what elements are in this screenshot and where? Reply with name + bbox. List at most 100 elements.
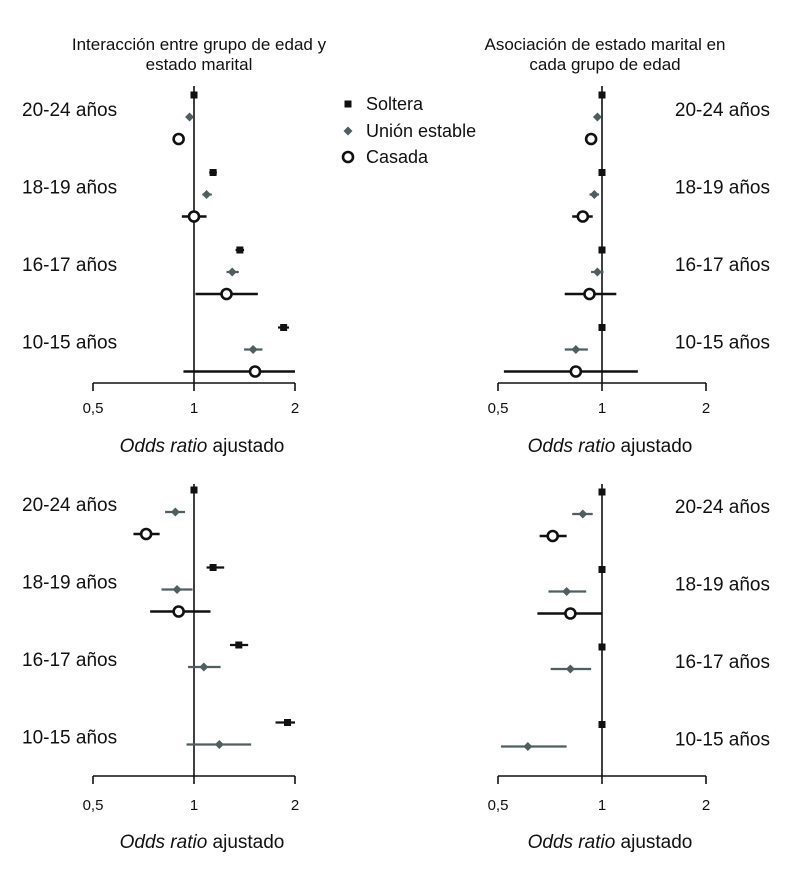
age-group-label: 10-15 años xyxy=(22,728,117,749)
point-casada xyxy=(569,365,583,378)
x-axis-label: Odds ratio ajustado xyxy=(528,832,693,853)
age-group-label: 20-24 años xyxy=(675,100,770,121)
legend-item: Unión estable xyxy=(343,121,476,141)
point-casada xyxy=(576,210,590,223)
point-casada xyxy=(564,607,577,620)
age-group-16-17: 16-17 años xyxy=(22,641,249,672)
point-union-estable xyxy=(227,267,237,277)
x-axis-label-rest: ajustado xyxy=(207,832,284,853)
plot-title-line: cada grupo de edad xyxy=(529,55,680,74)
x-axis-label-italic: Odds ratio xyxy=(528,832,616,853)
age-group-label: 18-19 años xyxy=(22,178,117,199)
age-group-label: 16-17 años xyxy=(675,255,770,276)
x-tick-label: 1 xyxy=(598,797,606,814)
point-casada xyxy=(220,287,233,301)
point-casada xyxy=(584,132,598,146)
x-tick-label: 1 xyxy=(190,797,198,814)
legend-label: Unión estable xyxy=(366,121,476,141)
plot-title-line: estado marital xyxy=(146,55,253,74)
point-union-estable xyxy=(170,507,180,517)
age-group-20-24: 20-24 años xyxy=(539,488,770,543)
x-tick-label: 0,5 xyxy=(83,400,104,417)
x-tick-label: 1 xyxy=(598,400,606,417)
legend-diamond-marker xyxy=(343,126,353,136)
point-union-estable xyxy=(571,345,581,354)
age-group-label: 18-19 años xyxy=(675,178,770,199)
age-group-18-19: 18-19 años xyxy=(537,566,770,620)
x-tick-label: 1 xyxy=(190,400,198,417)
forest-plot-panel-1: Interacción entre grupo de edad yestado … xyxy=(22,35,327,457)
age-group-10-15: 10-15 años xyxy=(503,324,770,378)
age-group-18-19: 18-19 años xyxy=(22,169,217,223)
point-union-estable xyxy=(592,267,602,277)
legend: Soltera Unión estable Casada xyxy=(341,94,476,167)
x-axis-label-italic: Odds ratio xyxy=(120,832,208,853)
point-soltera xyxy=(598,169,606,176)
point-soltera xyxy=(598,91,606,99)
age-group-18-19: 18-19 años xyxy=(22,564,225,618)
point-soltera xyxy=(235,641,243,649)
legend-circle-marker xyxy=(341,150,355,164)
age-group-label: 10-15 años xyxy=(675,730,770,751)
point-union-estable xyxy=(185,112,195,122)
point-soltera xyxy=(284,719,292,726)
x-tick-label: 0,5 xyxy=(488,400,509,417)
point-union-estable xyxy=(202,190,212,199)
plot-title-line: Interacción entre grupo de edad y xyxy=(72,35,327,54)
point-soltera xyxy=(190,486,198,494)
x-tick-label: 2 xyxy=(291,400,299,417)
age-group-16-17: 16-17 años xyxy=(550,643,770,674)
point-soltera xyxy=(190,91,198,99)
age-group-label: 16-17 años xyxy=(22,650,117,671)
point-soltera xyxy=(598,566,606,573)
forest-plot-panel-4: 0,5 1 2 Odds ratio ajustado 20-24 años 18-19 … xyxy=(488,484,770,853)
point-soltera xyxy=(598,488,606,496)
age-group-label: 18-19 años xyxy=(675,575,770,596)
age-group-label: 16-17 años xyxy=(675,652,770,673)
age-group-20-24: 20-24 años xyxy=(22,486,198,541)
x-tick-label: 0,5 xyxy=(83,797,104,814)
age-group-label: 10-15 años xyxy=(22,333,117,354)
age-group-16-17: 16-17 años xyxy=(22,246,258,301)
x-tick-label: 0,5 xyxy=(488,797,509,814)
point-casada xyxy=(248,365,262,378)
point-soltera xyxy=(598,324,606,331)
legend-square-marker xyxy=(344,100,352,108)
point-union-estable xyxy=(172,585,182,594)
age-group-label: 20-24 años xyxy=(22,100,117,121)
x-axis-label: Odds ratio ajustado xyxy=(120,436,285,457)
x-tick-label: 2 xyxy=(702,400,710,417)
point-casada xyxy=(139,527,153,541)
x-axis-label: Odds ratio ajustado xyxy=(120,832,285,853)
point-casada xyxy=(172,132,185,146)
age-group-label: 20-24 años xyxy=(675,497,770,518)
age-group-label: 16-17 años xyxy=(22,255,117,276)
age-group-label: 10-15 años xyxy=(675,333,770,354)
age-group-10-15: 10-15 años xyxy=(22,719,295,749)
age-group-20-24: 20-24 años xyxy=(584,91,770,146)
point-union-estable xyxy=(199,662,209,672)
point-soltera xyxy=(236,246,244,254)
age-group-10-15: 10-15 años xyxy=(22,324,295,378)
point-union-estable xyxy=(562,587,572,596)
point-soltera xyxy=(280,324,288,331)
point-union-estable xyxy=(248,345,258,354)
plot-title-line: Asociación de estado marital en xyxy=(485,35,726,54)
age-group-10-15: 10-15 años xyxy=(500,721,770,751)
x-tick-label: 2 xyxy=(702,797,710,814)
x-axis-label-italic: Odds ratio xyxy=(120,436,208,457)
x-axis-label-rest: ajustado xyxy=(615,832,692,853)
legend-label: Casada xyxy=(366,147,429,167)
age-group-20-24: 20-24 años xyxy=(22,91,198,146)
point-soltera xyxy=(598,643,606,651)
forest-plot-panel-3: 0,5 1 2 Odds ratio ajustado 20-24 años 18-19 … xyxy=(22,484,299,853)
age-group-18-19: 18-19 años xyxy=(572,169,770,223)
point-union-estable xyxy=(565,664,575,674)
x-axis-label-italic: Odds ratio xyxy=(528,436,616,457)
point-casada xyxy=(172,605,185,618)
x-axis-label-rest: ajustado xyxy=(207,436,284,457)
x-axis-label: Odds ratio ajustado xyxy=(528,436,693,457)
legend-item: Casada xyxy=(341,147,429,167)
x-tick-label: 2 xyxy=(291,797,299,814)
